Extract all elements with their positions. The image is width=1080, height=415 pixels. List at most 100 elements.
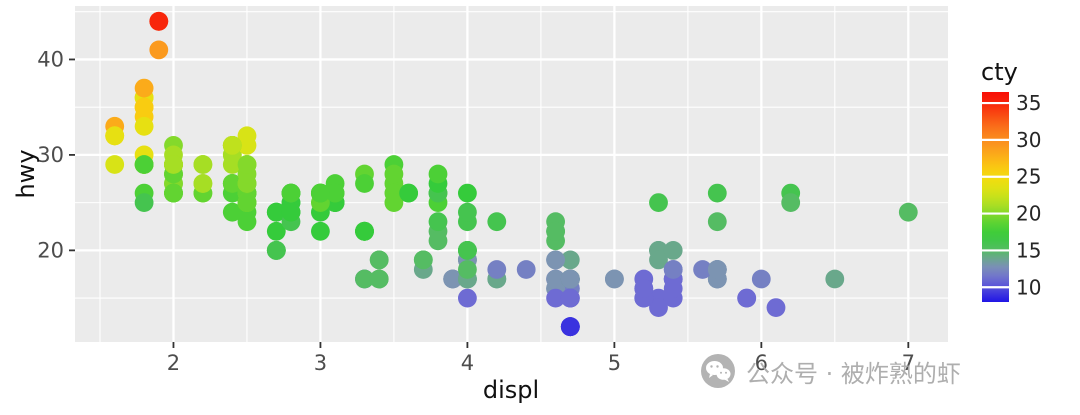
data-point: [105, 155, 125, 174]
data-point: [605, 269, 624, 289]
legend-tick-label: 20: [1016, 202, 1041, 226]
data-point: [134, 155, 154, 174]
y-tick-label: 20: [37, 238, 64, 262]
data-point: [237, 155, 257, 174]
x-tick-label: 7: [902, 351, 915, 375]
legend-tick-label: 30: [1016, 128, 1041, 152]
data-point: [443, 269, 463, 289]
data-point: [458, 260, 477, 279]
data-point: [560, 317, 580, 337]
x-tick-label: 3: [314, 351, 327, 375]
data-point: [649, 250, 668, 270]
data-point: [134, 193, 154, 213]
plot-panel: [75, 6, 948, 342]
data-point: [222, 202, 242, 222]
wechat-icon: [700, 353, 736, 389]
x-tick-label: 5: [608, 351, 621, 375]
data-point: [105, 126, 125, 146]
data-point: [384, 164, 404, 184]
y-tick-label: 30: [37, 143, 64, 167]
data-point: [355, 221, 374, 241]
data-point: [413, 250, 433, 270]
data-point: [281, 183, 301, 203]
legend-tick-label: 35: [1016, 91, 1041, 115]
data-point: [458, 202, 477, 222]
data-point: [222, 174, 242, 193]
data-point: [487, 212, 507, 232]
data-point: [266, 221, 286, 241]
data-point: [149, 40, 169, 60]
data-point: [825, 269, 845, 289]
data-point: [737, 288, 757, 308]
data-point: [663, 260, 683, 279]
watermark: 公众号 · 被炸熟的虾: [700, 353, 961, 389]
data-point: [898, 202, 918, 222]
data-point: [355, 269, 374, 289]
x-axis-title: displ: [482, 376, 540, 404]
legend-tick-label: 10: [1016, 275, 1041, 299]
data-point: [663, 241, 683, 260]
data-point: [649, 298, 668, 317]
legend-colorbar: [982, 92, 1009, 302]
data-point: [707, 212, 727, 232]
data-point: [237, 212, 257, 232]
data-point: [237, 126, 257, 146]
data-point: [649, 193, 668, 213]
data-point: [428, 212, 448, 232]
legend-tick-label: 25: [1016, 165, 1041, 189]
x-tick-label: 6: [755, 351, 768, 375]
x-tick-label: 2: [167, 351, 180, 375]
data-point: [325, 183, 345, 203]
data-point: [766, 298, 786, 317]
data-point: [663, 279, 683, 298]
data-point: [458, 241, 477, 260]
data-point: [384, 193, 404, 213]
data-point: [560, 250, 580, 270]
data-point: [399, 183, 418, 203]
data-point: [428, 231, 448, 251]
y-axis-title: hwy: [12, 149, 40, 199]
data-point: [516, 260, 536, 279]
data-point: [428, 164, 448, 184]
data-point: [193, 155, 213, 174]
data-point: [355, 174, 374, 193]
data-point: [164, 155, 183, 174]
data-point: [781, 193, 801, 213]
data-point: [281, 202, 301, 222]
data-point: [193, 174, 213, 193]
data-point: [707, 260, 727, 279]
data-point: [546, 250, 565, 270]
data-point: [311, 221, 330, 241]
y-tick-label: 40: [37, 47, 64, 71]
data-point: [266, 202, 286, 222]
data-point: [458, 183, 477, 203]
data-point: [369, 269, 389, 289]
data-point: [546, 269, 565, 289]
data-point: [751, 269, 771, 289]
data-point: [266, 241, 286, 260]
data-point: [560, 288, 580, 308]
watermark-text: 公众号 · 被炸熟的虾: [746, 359, 961, 388]
data-point: [164, 183, 183, 203]
legend-title: cty: [981, 58, 1018, 86]
data-point: [134, 78, 154, 98]
data-point: [458, 288, 477, 308]
data-point: [546, 221, 565, 241]
data-point: [707, 183, 727, 203]
data-point: [487, 260, 507, 279]
data-point: [134, 97, 154, 117]
data-point: [149, 11, 169, 31]
data-point: [546, 288, 565, 308]
data-point: [634, 279, 654, 298]
data-point: [693, 260, 712, 279]
data-point: [369, 250, 389, 270]
data-point: [222, 155, 242, 174]
x-tick-label: 4: [461, 351, 474, 375]
legend-tick-label: 15: [1016, 238, 1041, 262]
data-point: [311, 183, 330, 203]
data-point: [222, 136, 242, 155]
data-point: [560, 269, 580, 289]
data-point: [134, 116, 154, 136]
